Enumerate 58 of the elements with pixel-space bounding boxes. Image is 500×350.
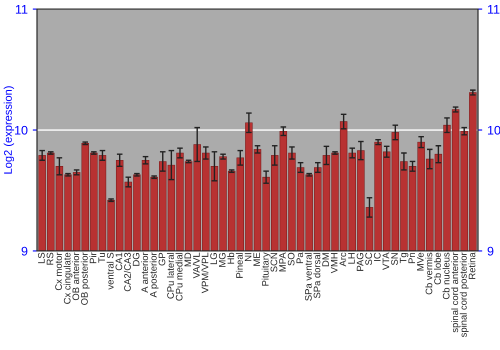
y-tick-label: 11: [16, 5, 28, 14]
x-tick-label: SC: [365, 252, 372, 266]
y-tick-label: 10: [15, 126, 28, 135]
x-tick-label: OB posterior: [80, 252, 90, 305]
x-tick-label: CA2/CA3: [124, 252, 131, 292]
y2-tick-label: 9: [488, 246, 494, 256]
x-tick-label: ME: [253, 252, 260, 266]
x-tick-label: PAG: [356, 253, 364, 271]
x-tick-label: IC: [374, 252, 381, 261]
x-tick-label: Arc: [340, 252, 346, 266]
x-tick-label: SPa dorsal: [313, 252, 320, 298]
x-tick-label: Cx motor: [55, 252, 62, 290]
x-tick-label: Pituitary: [262, 252, 271, 286]
x-tick-label: LG: [210, 253, 217, 264]
x-tick-label: Pa: [296, 252, 304, 264]
x-tick-label: SO: [288, 252, 294, 266]
x-tick-label: A anterior: [141, 252, 148, 293]
y-tick-label: 9: [22, 246, 28, 256]
x-tick-label: Tg: [400, 252, 408, 264]
x-tick-label: LH: [348, 253, 355, 264]
x-tick-label: Cb nucleus: [442, 252, 450, 300]
x-tick-label: VMH: [330, 253, 338, 274]
x-tick-label: MPA: [279, 252, 286, 272]
x-tick-label: RS: [46, 252, 54, 265]
x-tick-label: CPu medial: [176, 252, 183, 301]
x-tick-label: SCN: [270, 253, 278, 272]
x-tick-label: CPu lateral: [166, 252, 174, 299]
y-axis-title: Log2 (expression): [4, 86, 14, 174]
x-tick-label: VA/VL: [192, 252, 200, 278]
x-tick-label: Pn: [408, 252, 415, 264]
x-tick-label: ventral S: [106, 252, 114, 290]
x-tick-label: GP: [158, 252, 166, 266]
x-tick-label: spinal cord posterior: [460, 252, 469, 338]
x-tick-label: SN: [391, 253, 398, 266]
x-tick-label: LS: [38, 252, 45, 264]
x-tick-label: VPM/VPL: [201, 252, 208, 294]
x-tick-label: Cx cingulate: [64, 252, 72, 304]
x-tick-label: Pir: [89, 252, 96, 264]
x-tick-label: spinal cord anterior: [451, 252, 460, 332]
x-tick-label: DG: [132, 253, 140, 266]
x-tick-label: Cb vermis: [425, 252, 432, 294]
x-tick-label: MG: [218, 253, 226, 267]
x-tick-label: Cb lobe: [434, 252, 441, 284]
x-tick-label: Retina: [468, 252, 476, 279]
x-tick-label: Pineal: [236, 252, 243, 278]
x-tick-label: VTA: [382, 252, 390, 270]
x-tick-label: NI: [244, 253, 252, 262]
x-tick-label: MVe: [417, 252, 424, 270]
x-tick-label: CA1: [116, 252, 122, 270]
y2-tick-label: 10: [488, 126, 500, 135]
x-tick-label: Tu: [98, 252, 105, 263]
x-tick-label: OB anterior: [72, 252, 80, 300]
x-tick-label: Hb: [227, 252, 234, 264]
y2-tick-label: 11: [488, 5, 500, 14]
x-tick-label: MD: [184, 252, 192, 266]
x-tick-label: A posterior: [150, 252, 159, 298]
x-tick-label: SPa ventral: [304, 252, 312, 301]
x-tick-label: DM: [322, 253, 329, 266]
